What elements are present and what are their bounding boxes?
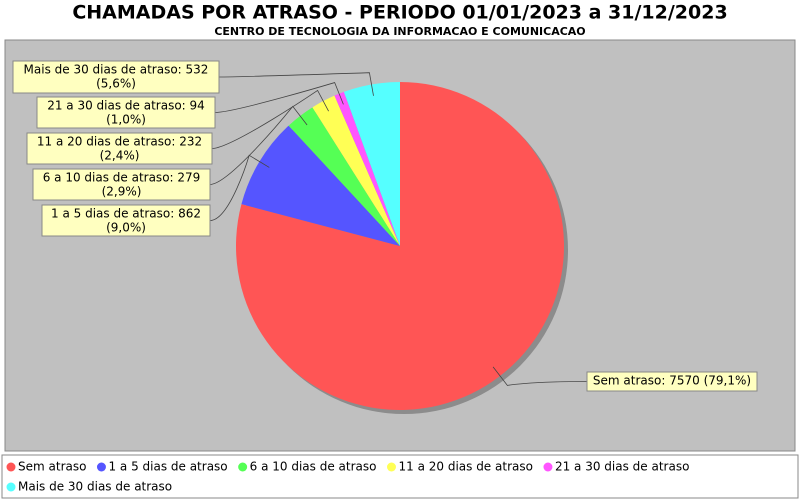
legend-marker [96,462,106,472]
data-label: 11 a 20 dias de atraso: 232 [37,135,202,149]
label-box [32,168,211,201]
data-label: Mais de 30 dias de atraso: 532 [24,63,209,77]
chart-title: CHAMADAS POR ATRASO - PERIODO 01/01/2023… [72,2,727,24]
pie-slice [312,95,400,246]
data-label: (9,0%) [106,221,146,235]
pie-slice [334,91,400,246]
chart-subtitle: CENTRO DE TECNOLOGIA DA INFORMACAO E COM… [214,25,585,38]
legend-label: 11 a 20 dias de atraso [398,460,532,474]
label-box [26,132,213,165]
data-label: 6 a 10 dias de atraso: 279 [43,171,201,185]
data-label: (2,9%) [102,185,142,199]
data-label: 21 a 30 dias de atraso: 94 [47,99,205,113]
legend-box [1,454,799,499]
pie-slice [241,125,400,246]
data-label: (1,0%) [106,113,146,127]
legend-label: Mais de 30 dias de atraso [18,480,172,494]
leader-line [214,82,344,113]
leader-line [211,89,329,149]
label-box [41,204,211,237]
data-label: (2,4%) [100,149,140,163]
legend-label: 21 a 30 dias de atraso [555,460,689,474]
leader-line [492,366,588,386]
pie-slice [343,82,400,246]
data-label: Sem atraso: 7570 (79,1%) [593,374,751,388]
pie-slice [288,107,400,246]
legend-marker [543,462,553,472]
legend-marker [6,462,16,472]
legend-label: 6 a 10 dias de atraso [250,460,377,474]
data-label: 1 a 5 dias de atraso: 862 [51,207,201,221]
label-box [586,371,758,392]
legend-label: Sem atraso [18,460,86,474]
legend-marker [238,462,248,472]
legend-label: 1 a 5 dias de atraso [108,460,227,474]
leader-line [218,72,374,96]
legend-marker [6,482,16,492]
legend-marker [386,462,396,472]
data-label: (5,6%) [96,77,136,91]
label-box [12,60,220,94]
label-box [36,96,216,129]
